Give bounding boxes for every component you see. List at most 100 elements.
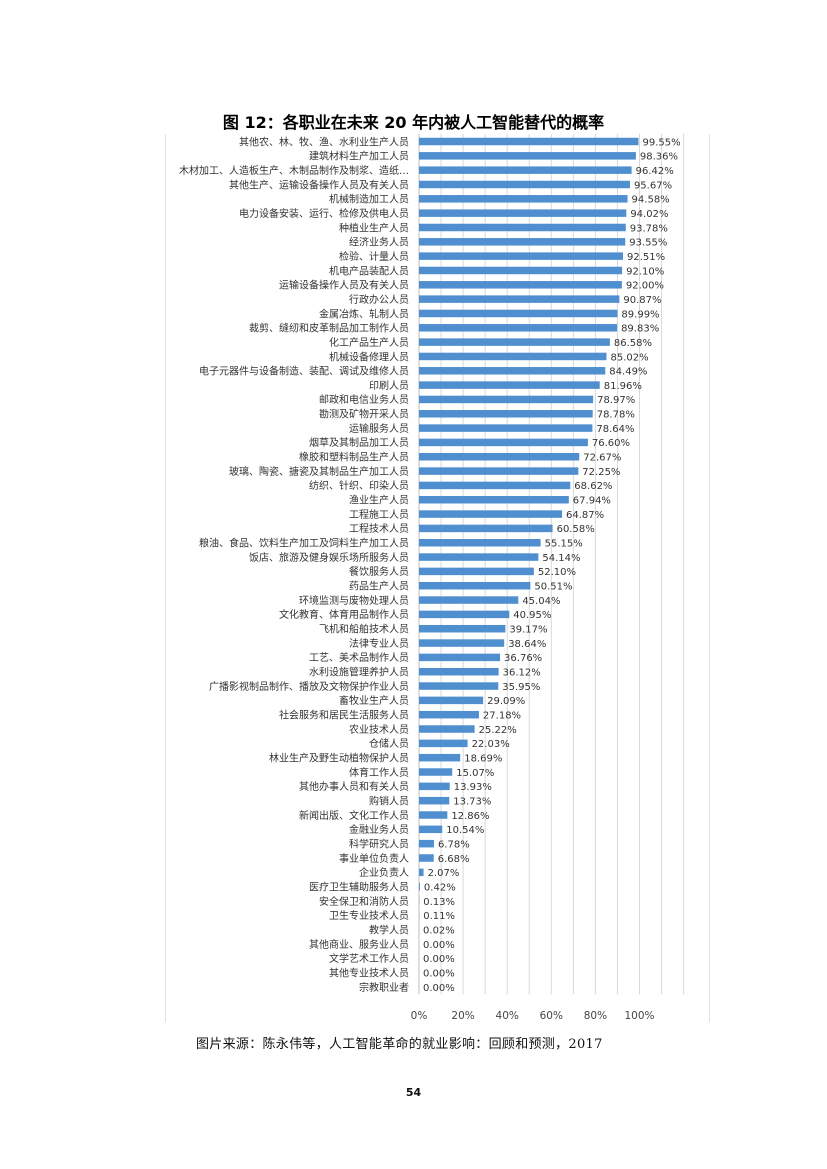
category-label: 社会服务和居民生活服务人员	[279, 709, 409, 722]
category-label: 其他专业技术人员	[329, 966, 409, 979]
category-label: 新闻出版、文化工作人员	[299, 809, 409, 822]
data-label: 94.02%	[630, 209, 668, 220]
data-label: 68.62%	[574, 481, 612, 492]
bar	[419, 581, 531, 590]
data-label: 29.09%	[487, 696, 525, 707]
bar	[419, 152, 636, 160]
data-label: 12.86%	[451, 811, 489, 822]
category-label: 飞机和船舶技术人员	[319, 623, 409, 636]
category-label: 机械设备修理人员	[329, 350, 409, 363]
bar	[419, 496, 569, 504]
data-label: 0.13%	[423, 897, 455, 908]
bar	[419, 410, 593, 418]
category-label: 其他办事人员和有关人员	[299, 780, 409, 793]
category-label: 金属冶炼、轧制人员	[319, 307, 409, 320]
data-label: 84.49%	[609, 367, 647, 378]
data-label: 6.78%	[438, 839, 470, 850]
bar	[419, 238, 626, 246]
data-label: 39.17%	[509, 625, 547, 636]
category-label: 工程技术人员	[349, 522, 409, 535]
category-label: 电子元器件与设备制造、装配、调试及维修人员	[199, 365, 409, 378]
data-label: 78.64%	[596, 424, 634, 435]
bar	[419, 710, 479, 719]
bar	[419, 839, 434, 848]
data-label: 85.02%	[610, 352, 648, 363]
bar	[419, 424, 593, 432]
category-label: 医疗卫生辅助服务人员	[309, 880, 409, 893]
bar	[419, 811, 448, 819]
data-label: 0.02%	[423, 925, 455, 936]
data-label: 93.78%	[630, 223, 668, 234]
bar	[419, 252, 623, 260]
category-label: 化工产品生产人员	[329, 336, 409, 349]
category-label: 粮油、食品、饮料生产加工及饲料生产加工人员	[199, 537, 409, 550]
bar	[419, 166, 632, 174]
data-label: 0.00%	[423, 968, 455, 979]
category-label: 木材加工、人造板生产、木制品制作及制浆、造纸…	[179, 164, 409, 177]
bar	[419, 180, 630, 189]
category-label: 法律专业人员	[349, 637, 409, 650]
bar	[419, 367, 606, 375]
bar	[419, 481, 571, 490]
data-label: 0.42%	[424, 882, 456, 893]
category-label: 邮政和电信业务人员	[319, 393, 409, 406]
data-label: 78.78%	[597, 410, 635, 421]
data-label: 22.03%	[472, 739, 510, 750]
bar	[419, 725, 475, 733]
category-label: 其他生产、运输设备操作人员及有关人员	[229, 178, 409, 191]
category-label: 广播影视制品制作、播放及文物保护作业人员	[209, 680, 409, 693]
category-label: 文化教育、体育用品制作人员	[279, 608, 409, 621]
category-label: 运输服务人员	[349, 422, 409, 435]
data-label: 55.15%	[545, 539, 583, 550]
bar	[419, 825, 443, 834]
category-label: 行政办公人员	[349, 293, 409, 306]
category-label: 机械制造加工人员	[329, 193, 409, 206]
category-label: 机电产品装配人员	[329, 264, 409, 277]
bar	[419, 667, 499, 676]
bar	[419, 682, 499, 690]
category-label: 经济业务人员	[349, 236, 409, 249]
bar	[419, 295, 620, 303]
data-label: 25.22%	[479, 725, 517, 736]
category-label: 科学研究人员	[349, 837, 409, 850]
category-label: 畜牧业生产人员	[339, 694, 409, 707]
bar	[419, 510, 563, 518]
bar	[419, 395, 594, 404]
data-label: 0.11%	[423, 911, 455, 922]
category-label: 建筑材料生产加工人员	[309, 150, 409, 163]
data-label: 99.55%	[643, 137, 681, 148]
category-label: 印刷人员	[369, 380, 409, 392]
data-label: 90.87%	[623, 295, 661, 306]
bar	[419, 796, 450, 805]
category-label: 文学艺术工作人员	[329, 952, 409, 965]
bar	[419, 553, 539, 561]
category-label: 饭店、旅游及健身娱乐场所服务人员	[249, 551, 409, 564]
bar	[419, 381, 600, 389]
data-label: 72.67%	[583, 453, 621, 464]
data-label: 15.07%	[456, 768, 494, 779]
data-label: 81.96%	[604, 381, 642, 392]
bar	[419, 137, 639, 146]
data-label: 54.14%	[542, 553, 580, 564]
data-label: 98.36%	[640, 152, 678, 163]
chart-frame: 其他农、林、牧、渔、水利业生产人员 99.55% 建筑材料生产加工人员 98.36% 木…	[165, 134, 710, 1022]
data-label: 35.95%	[502, 682, 540, 693]
bar-chart: 其他农、林、牧、渔、水利业生产人员 99.55% 建筑材料生产加工人员 98.36% 木…	[179, 134, 685, 1022]
category-label: 环境监测与废物处理人员	[299, 594, 409, 607]
bar	[419, 467, 579, 475]
x-tick-label: 20%	[451, 1010, 474, 1022]
data-label: 92.51%	[627, 252, 665, 263]
category-label: 仓储人员	[369, 737, 409, 750]
x-tick-label: 40%	[496, 1010, 519, 1022]
category-label: 纺织、针织、印染人员	[309, 479, 409, 492]
data-label: 13.73%	[453, 796, 491, 807]
bar	[419, 782, 450, 791]
data-label: 72.25%	[582, 467, 620, 478]
x-tick-label: 60%	[540, 1010, 563, 1022]
bar	[419, 453, 580, 461]
category-label: 农业技术人员	[349, 723, 409, 736]
bar	[419, 882, 420, 891]
data-label: 67.94%	[573, 496, 611, 507]
bar	[419, 538, 541, 547]
bar	[419, 567, 534, 576]
